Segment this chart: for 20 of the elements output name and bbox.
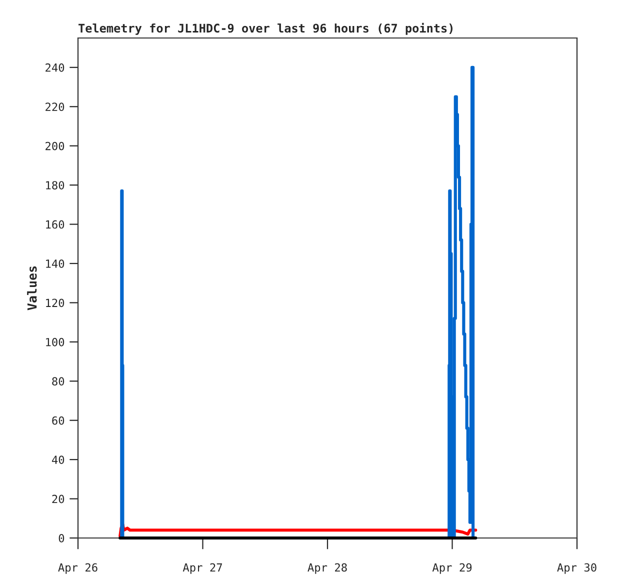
y-tick-label: 180: [46, 181, 64, 190]
y-tick-label: 200: [46, 142, 64, 150]
y-tick-label: 120: [46, 298, 64, 308]
y-tick-label: 60: [52, 416, 64, 425]
y-tick-label: 220: [46, 102, 64, 112]
x-tick-label: Apr 28: [308, 563, 347, 574]
y-axis-title: Values: [27, 266, 37, 310]
y-tick-label: 20: [52, 494, 64, 504]
y-tick-label: 40: [52, 456, 64, 464]
y-tick-label: 160: [46, 220, 64, 229]
x-tick-label: Apr 29: [432, 563, 472, 574]
y-tick-label: 0: [58, 534, 64, 542]
x-tick-label: Apr 27: [182, 563, 222, 574]
x-tick-label: Apr 26: [58, 563, 98, 574]
chart-title: Telemetry for JL1HDC-9 over last 96 hours (67 points): [78, 22, 452, 35]
x-tick-label: Apr 30: [557, 563, 596, 574]
y-tick-label: 80: [52, 377, 64, 386]
y-tick-label: 100: [46, 338, 64, 346]
y-tick-label: 240: [46, 63, 64, 72]
y-tick-label: 140: [46, 259, 64, 268]
